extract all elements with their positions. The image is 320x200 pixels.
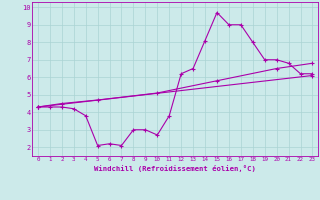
X-axis label: Windchill (Refroidissement éolien,°C): Windchill (Refroidissement éolien,°C) bbox=[94, 165, 256, 172]
